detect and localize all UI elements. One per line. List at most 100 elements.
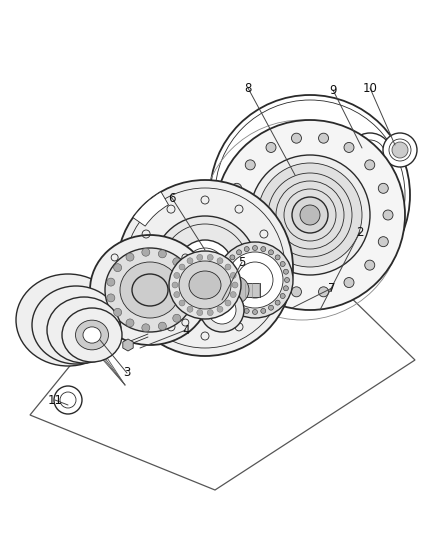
- Circle shape: [283, 286, 288, 291]
- Ellipse shape: [47, 297, 121, 363]
- Circle shape: [237, 305, 241, 310]
- Ellipse shape: [52, 304, 100, 346]
- Bar: [210, 283, 260, 297]
- Circle shape: [159, 322, 166, 330]
- Ellipse shape: [16, 274, 120, 366]
- Text: 5: 5: [238, 255, 246, 269]
- Circle shape: [365, 260, 375, 270]
- Circle shape: [113, 264, 122, 272]
- Circle shape: [261, 247, 266, 252]
- Circle shape: [245, 160, 255, 170]
- Circle shape: [179, 264, 185, 270]
- Circle shape: [173, 258, 181, 266]
- Circle shape: [244, 309, 249, 313]
- Circle shape: [222, 269, 226, 274]
- Wedge shape: [133, 192, 169, 226]
- Circle shape: [174, 272, 180, 278]
- Circle shape: [113, 308, 122, 317]
- Circle shape: [174, 292, 180, 297]
- Circle shape: [283, 269, 288, 274]
- Circle shape: [244, 247, 249, 252]
- Ellipse shape: [208, 296, 236, 324]
- Ellipse shape: [348, 133, 392, 177]
- Circle shape: [378, 237, 389, 247]
- Text: 2: 2: [356, 225, 364, 238]
- Text: 11: 11: [47, 393, 63, 407]
- Circle shape: [225, 262, 230, 266]
- Ellipse shape: [153, 216, 257, 320]
- Circle shape: [225, 294, 230, 298]
- Ellipse shape: [221, 276, 249, 304]
- Ellipse shape: [227, 252, 283, 308]
- Circle shape: [232, 237, 242, 247]
- Ellipse shape: [383, 133, 417, 167]
- Circle shape: [275, 255, 280, 260]
- Ellipse shape: [210, 95, 410, 295]
- Circle shape: [187, 306, 193, 312]
- Circle shape: [266, 142, 276, 152]
- Ellipse shape: [179, 261, 231, 309]
- Ellipse shape: [117, 180, 293, 356]
- Circle shape: [285, 278, 290, 282]
- Circle shape: [222, 286, 226, 291]
- Circle shape: [173, 314, 181, 322]
- Ellipse shape: [105, 248, 195, 332]
- Ellipse shape: [39, 295, 97, 345]
- Ellipse shape: [392, 142, 408, 158]
- Circle shape: [217, 306, 223, 312]
- Circle shape: [217, 258, 223, 264]
- Circle shape: [232, 282, 238, 288]
- Circle shape: [183, 271, 191, 279]
- Circle shape: [187, 258, 193, 264]
- Circle shape: [207, 254, 213, 261]
- Ellipse shape: [189, 271, 221, 299]
- Circle shape: [179, 300, 185, 306]
- Polygon shape: [210, 205, 230, 245]
- Ellipse shape: [292, 197, 328, 233]
- Text: 3: 3: [124, 367, 131, 379]
- Ellipse shape: [62, 308, 122, 362]
- Ellipse shape: [120, 262, 180, 318]
- Ellipse shape: [169, 251, 241, 319]
- Ellipse shape: [32, 286, 120, 364]
- Circle shape: [365, 160, 375, 170]
- Circle shape: [227, 210, 237, 220]
- Circle shape: [197, 254, 203, 261]
- Ellipse shape: [200, 288, 244, 332]
- Circle shape: [252, 246, 258, 251]
- Circle shape: [186, 286, 194, 294]
- Circle shape: [275, 300, 280, 305]
- Text: 9: 9: [329, 84, 337, 96]
- Ellipse shape: [132, 274, 168, 306]
- Circle shape: [266, 278, 276, 287]
- Circle shape: [159, 250, 166, 258]
- Polygon shape: [272, 291, 284, 305]
- Ellipse shape: [75, 320, 109, 350]
- Text: 4: 4: [182, 324, 190, 336]
- Circle shape: [261, 309, 266, 313]
- Text: 6: 6: [168, 191, 176, 205]
- Text: 7: 7: [328, 281, 336, 295]
- Circle shape: [378, 183, 389, 193]
- Circle shape: [126, 253, 134, 261]
- Ellipse shape: [64, 312, 104, 348]
- Text: 10: 10: [363, 82, 378, 94]
- Circle shape: [207, 310, 213, 316]
- Circle shape: [183, 302, 191, 310]
- Circle shape: [225, 264, 231, 270]
- Ellipse shape: [63, 313, 89, 337]
- Ellipse shape: [177, 240, 233, 296]
- Ellipse shape: [250, 155, 370, 275]
- Circle shape: [232, 183, 242, 193]
- Circle shape: [230, 272, 236, 278]
- Circle shape: [230, 292, 236, 297]
- Ellipse shape: [217, 242, 293, 318]
- Circle shape: [126, 319, 134, 327]
- Circle shape: [318, 287, 328, 297]
- Circle shape: [318, 133, 328, 143]
- Circle shape: [107, 278, 115, 286]
- Circle shape: [225, 300, 231, 306]
- Ellipse shape: [73, 320, 95, 340]
- Circle shape: [383, 210, 393, 220]
- Circle shape: [291, 133, 301, 143]
